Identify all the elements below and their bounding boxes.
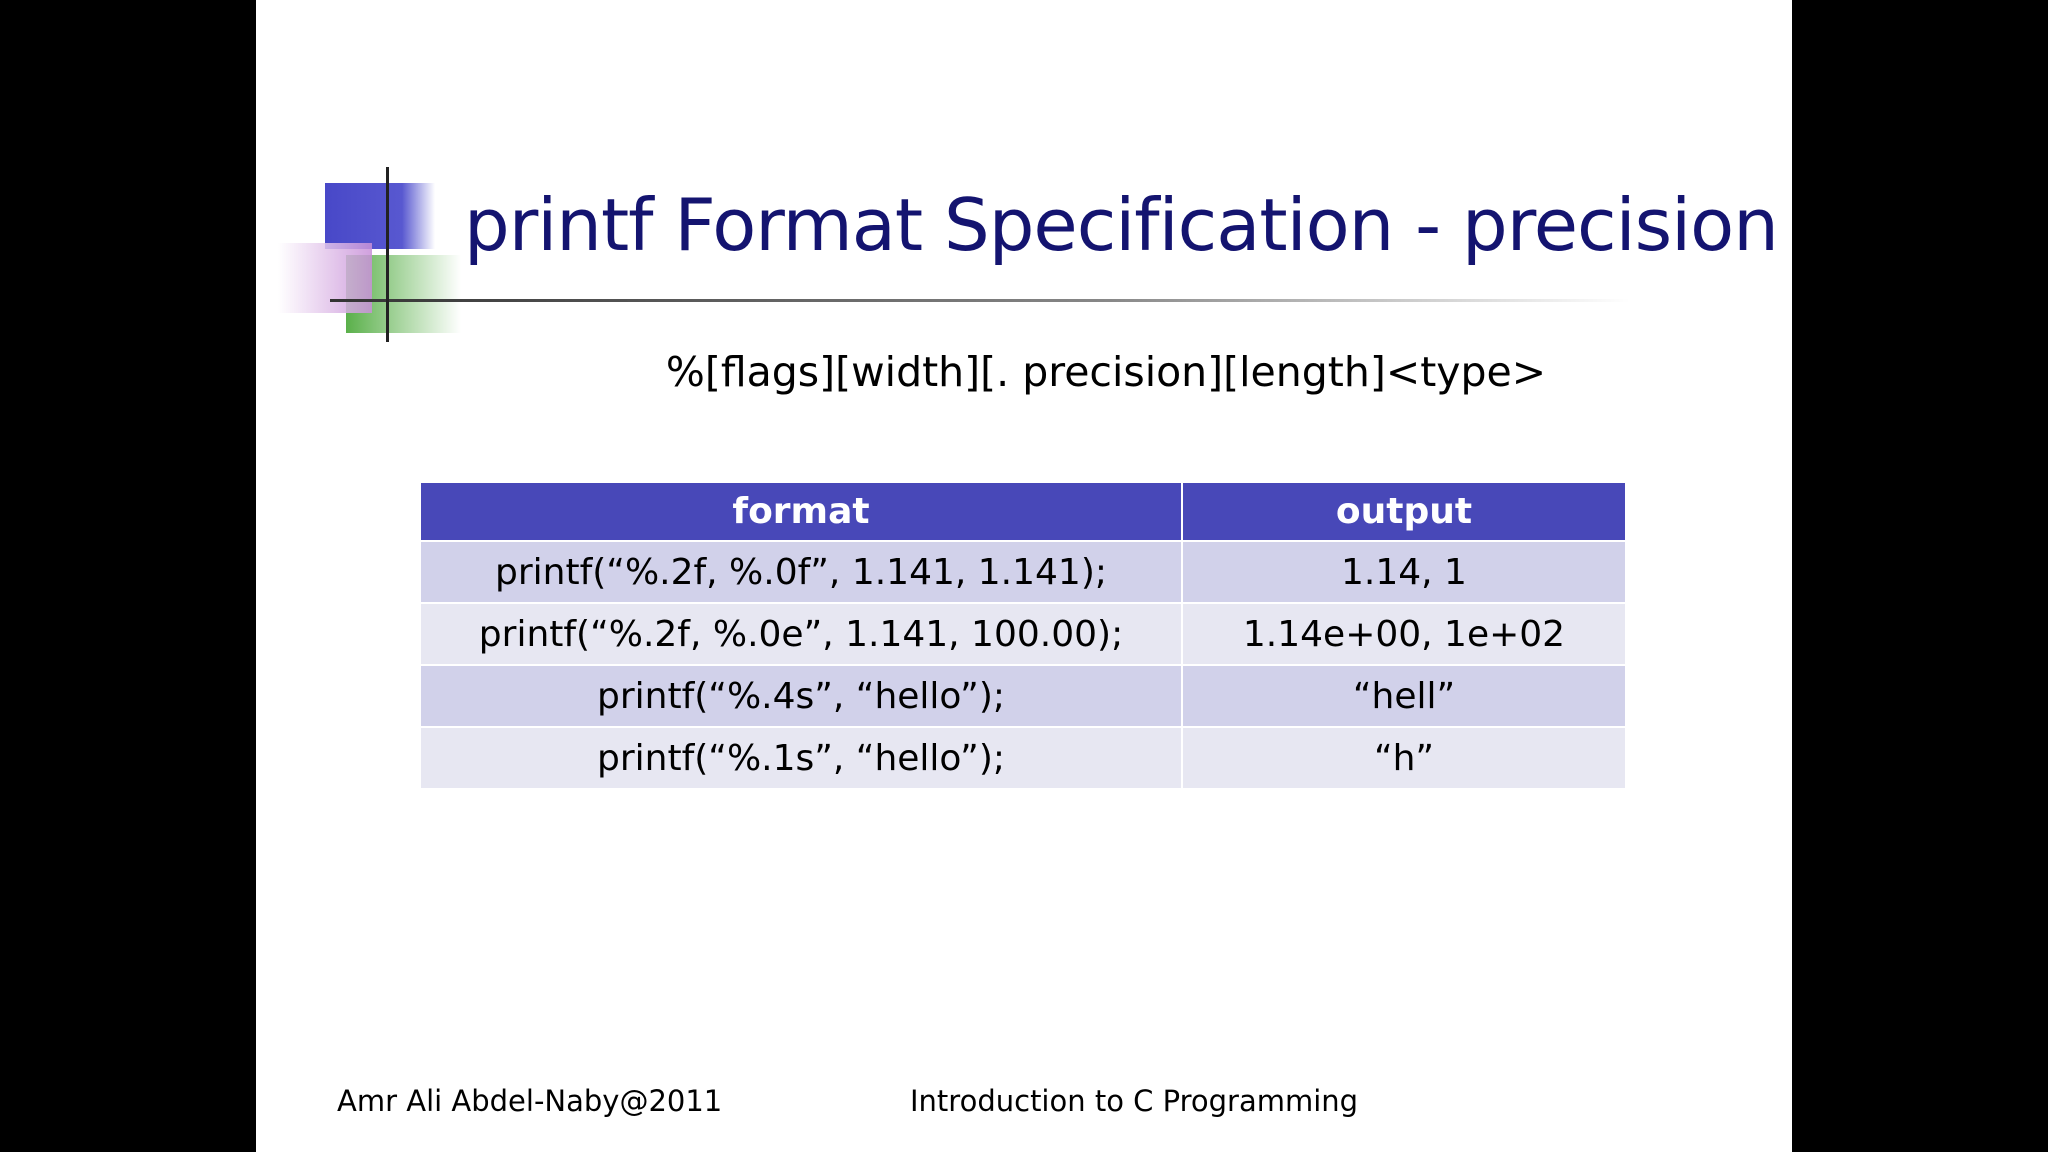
examples-table: format output printf(“%.2f, %.0f”, 1.141… — [419, 481, 1627, 790]
square-blue — [325, 183, 435, 249]
footer-course: Introduction to C Programming — [910, 1084, 1359, 1118]
column-header: format — [419, 481, 1183, 542]
slide: printf Format Specification - precision … — [256, 0, 1792, 1152]
output-cell: “hell” — [1181, 664, 1627, 728]
table-row: printf(“%.2f, %.0e”, 1.141, 100.00); 1.14… — [419, 602, 1627, 666]
title-rule — [330, 299, 1630, 302]
slide-title: printf Format Specification - precision — [464, 183, 1779, 267]
table-row: printf(“%.2f, %.0f”, 1.141, 1.141); 1.14,… — [419, 540, 1627, 604]
table-row: printf(“%.4s”, “hello”); “hell” — [419, 664, 1627, 728]
decoration — [278, 167, 1630, 342]
table-row: printf(“%.1s”, “hello”); “h” — [419, 726, 1627, 790]
format-cell: printf(“%.1s”, “hello”); — [419, 726, 1183, 790]
output-cell: “h” — [1181, 726, 1627, 790]
vertical-rule — [386, 167, 389, 342]
footer-author: Amr Ali Abdel-Naby@2011 — [337, 1084, 723, 1118]
column-header: output — [1181, 481, 1627, 542]
format-cell: printf(“%.2f, %.0f”, 1.141, 1.141); — [419, 540, 1183, 604]
output-cell: 1.14e+00, 1e+02 — [1181, 602, 1627, 666]
format-cell: printf(“%.4s”, “hello”); — [419, 664, 1183, 728]
format-cell: printf(“%.2f, %.0e”, 1.141, 100.00); — [419, 602, 1183, 666]
format-syntax: %[flags][width][. precision][length]<typ… — [665, 348, 1547, 396]
output-cell: 1.14, 1 — [1181, 540, 1627, 604]
square-pink — [278, 243, 372, 313]
